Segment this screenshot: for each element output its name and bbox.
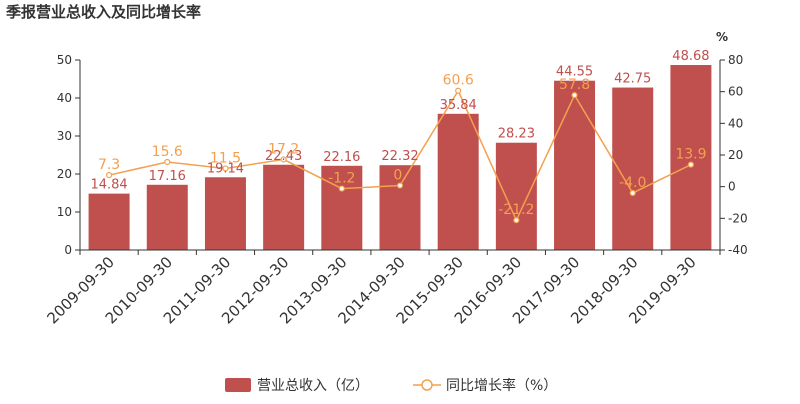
growth-rate-label: 0.	[393, 168, 406, 184]
y-left-tick-label: 40	[57, 91, 72, 105]
y-left-tick-label: 30	[57, 129, 72, 143]
growth-rate-point	[222, 165, 229, 172]
growth-rate-point	[513, 217, 520, 224]
growth-rate-point	[687, 161, 695, 168]
growth-rate-label: 11.5	[210, 150, 241, 166]
y-right-tick-label: 40	[728, 116, 743, 130]
growth-rate-label: 7.3	[98, 157, 120, 173]
growth-rate-point	[455, 87, 462, 94]
y-left-tick-label: 0	[64, 243, 72, 257]
bar	[88, 193, 130, 250]
bar	[146, 184, 188, 250]
bar-value-label: 22.16	[323, 150, 360, 165]
bar-value-label: 14.84	[90, 178, 127, 193]
growth-rate-label: -4.0	[619, 175, 646, 191]
legend-label-growth: 同比增长率（%）	[446, 377, 557, 394]
y-right-tick-label: 20	[728, 148, 743, 162]
bar-value-label: 22.43	[265, 149, 302, 164]
growth-rate-point	[396, 182, 404, 189]
y-right-tick-label: -20	[728, 211, 748, 225]
y-right-tick-label: 80	[728, 53, 743, 67]
bar	[204, 177, 246, 250]
bar	[495, 142, 537, 250]
legend-swatch-revenue	[225, 378, 251, 392]
growth-rate-label: 17.2	[268, 141, 299, 157]
bar	[321, 165, 363, 250]
bar-value-label: 28.23	[498, 127, 535, 142]
bar-value-label: 22.32	[381, 149, 418, 164]
growth-rate-point	[105, 172, 113, 179]
bar-value-label: 17.16	[149, 169, 186, 184]
growth-rate-point	[338, 185, 345, 192]
growth-rate-point	[164, 158, 171, 166]
y-right-tick-label: 60	[728, 85, 743, 99]
growth-rate-label: -21.2	[498, 202, 534, 218]
legend-swatch-growth-point	[421, 379, 433, 391]
bar	[263, 164, 305, 250]
y-left-tick-label: 50	[57, 53, 72, 67]
y-left-tick-label: 10	[57, 205, 72, 219]
y-left-tick-label: 20	[57, 167, 72, 181]
bar	[670, 65, 712, 251]
bar-value-label: 44.55	[556, 65, 593, 80]
growth-rate-point	[629, 189, 636, 197]
growth-rate-label: 60.6	[443, 73, 474, 89]
growth-rate-label: 13.9	[675, 147, 706, 163]
bar-value-label: 48.68	[672, 49, 709, 64]
growth-rate-point	[280, 156, 287, 163]
bar-value-label: 42.75	[614, 72, 651, 87]
chart-title: 季报营业总收入及同比增长率	[6, 3, 201, 21]
y-right-tick-label: 0	[728, 180, 736, 194]
bar	[379, 165, 421, 250]
bar	[437, 113, 479, 250]
bar-value-label: 19.14	[207, 161, 244, 176]
growth-rate-label: -1.2	[328, 171, 355, 187]
growth-rate-point	[571, 92, 578, 99]
bar-value-label: 35.84	[440, 98, 477, 113]
legend-label-revenue: 营业总收入（亿）	[257, 378, 369, 394]
y-right-tick-label: -40	[728, 243, 748, 257]
bar	[554, 80, 596, 251]
growth-rate-label: 57.8	[559, 77, 590, 93]
growth-rate-label: 15.6	[152, 144, 183, 160]
y-right-unit: %	[716, 30, 728, 44]
